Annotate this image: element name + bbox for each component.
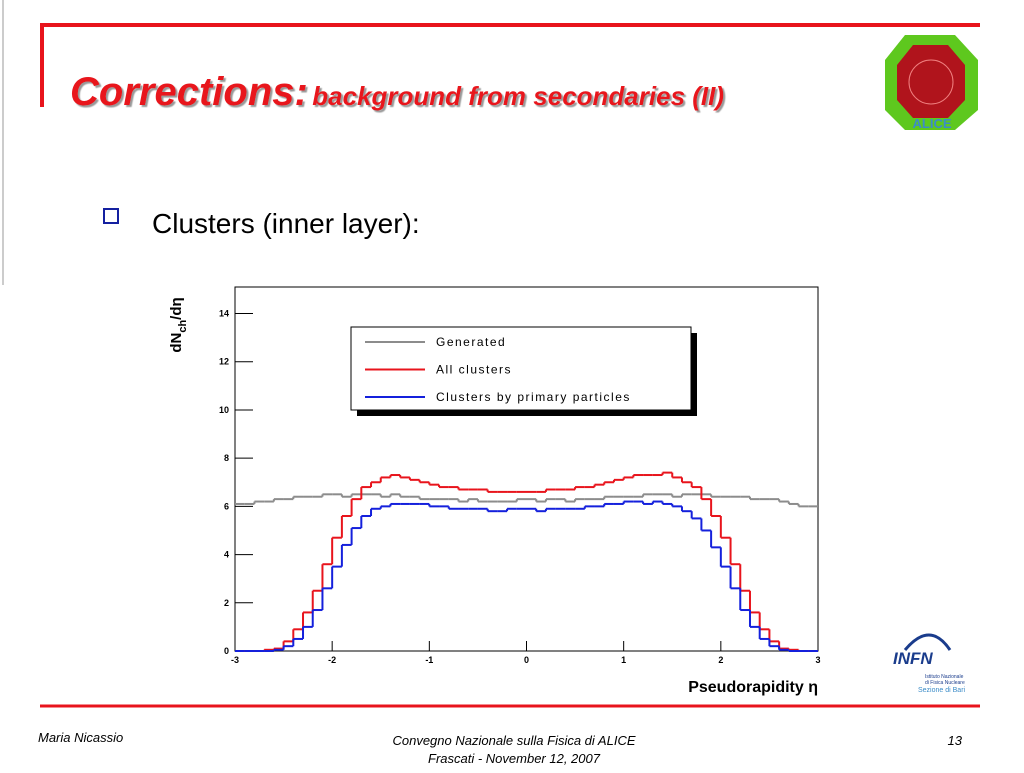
x-tick-label: -1	[425, 655, 433, 665]
footer-conference: Convegno Nazionale sulla Fisica di ALICE	[392, 733, 635, 748]
y-axis-title: dNch/dη	[168, 297, 189, 352]
slide-title: Corrections: background from secondaries…	[70, 70, 724, 114]
infn-label: INFN	[893, 649, 933, 668]
footer-author: Maria Nicassio	[38, 730, 123, 745]
infn-line: di Fisica Nucleare	[925, 680, 965, 686]
title-main: Corrections:	[70, 70, 308, 114]
alice-label: ALICE	[913, 116, 952, 131]
legend-label: Clusters by primary particles	[436, 390, 631, 404]
x-tick-label: 0	[524, 655, 529, 665]
x-tick-label: -3	[231, 655, 239, 665]
y-tick-label: 6	[224, 501, 229, 511]
alice-logo: ALICE	[885, 35, 978, 131]
y-axis-title-part: /dη	[168, 297, 185, 320]
x-tick-label: 2	[718, 655, 723, 665]
legend-label: All clusters	[436, 363, 512, 377]
y-tick-label: 14	[219, 309, 229, 319]
footer-page: 13	[948, 733, 963, 748]
bullet-box	[103, 208, 119, 224]
y-tick-label: 12	[219, 357, 229, 367]
y-tick-label: 4	[224, 550, 229, 560]
bullet-text: Clusters (inner layer):	[152, 208, 420, 239]
title-sub: background from secondaries (II)	[312, 81, 724, 111]
y-axis-title-part: ch	[177, 320, 189, 333]
infn-logo: INFN Istituto Nazionale di Fisica Nuclea…	[893, 633, 966, 694]
x-tick-label: -2	[328, 655, 336, 665]
y-tick-label: 2	[224, 598, 229, 608]
y-tick-label: 10	[219, 405, 229, 415]
infn-line: Istituto Nazionale	[925, 674, 964, 680]
x-axis-title: Pseudorapidity η	[688, 679, 818, 696]
y-axis-title-part: dN	[168, 333, 185, 353]
footer-date: Frascati - November 12, 2007	[428, 751, 601, 766]
y-tick-label: 0	[224, 646, 229, 656]
infn-section: Sezione di Bari	[918, 687, 966, 694]
y-tick-label: 8	[224, 453, 229, 463]
x-tick-label: 3	[815, 655, 820, 665]
x-tick-label: 1	[621, 655, 626, 665]
legend-label: Generated	[436, 335, 506, 349]
